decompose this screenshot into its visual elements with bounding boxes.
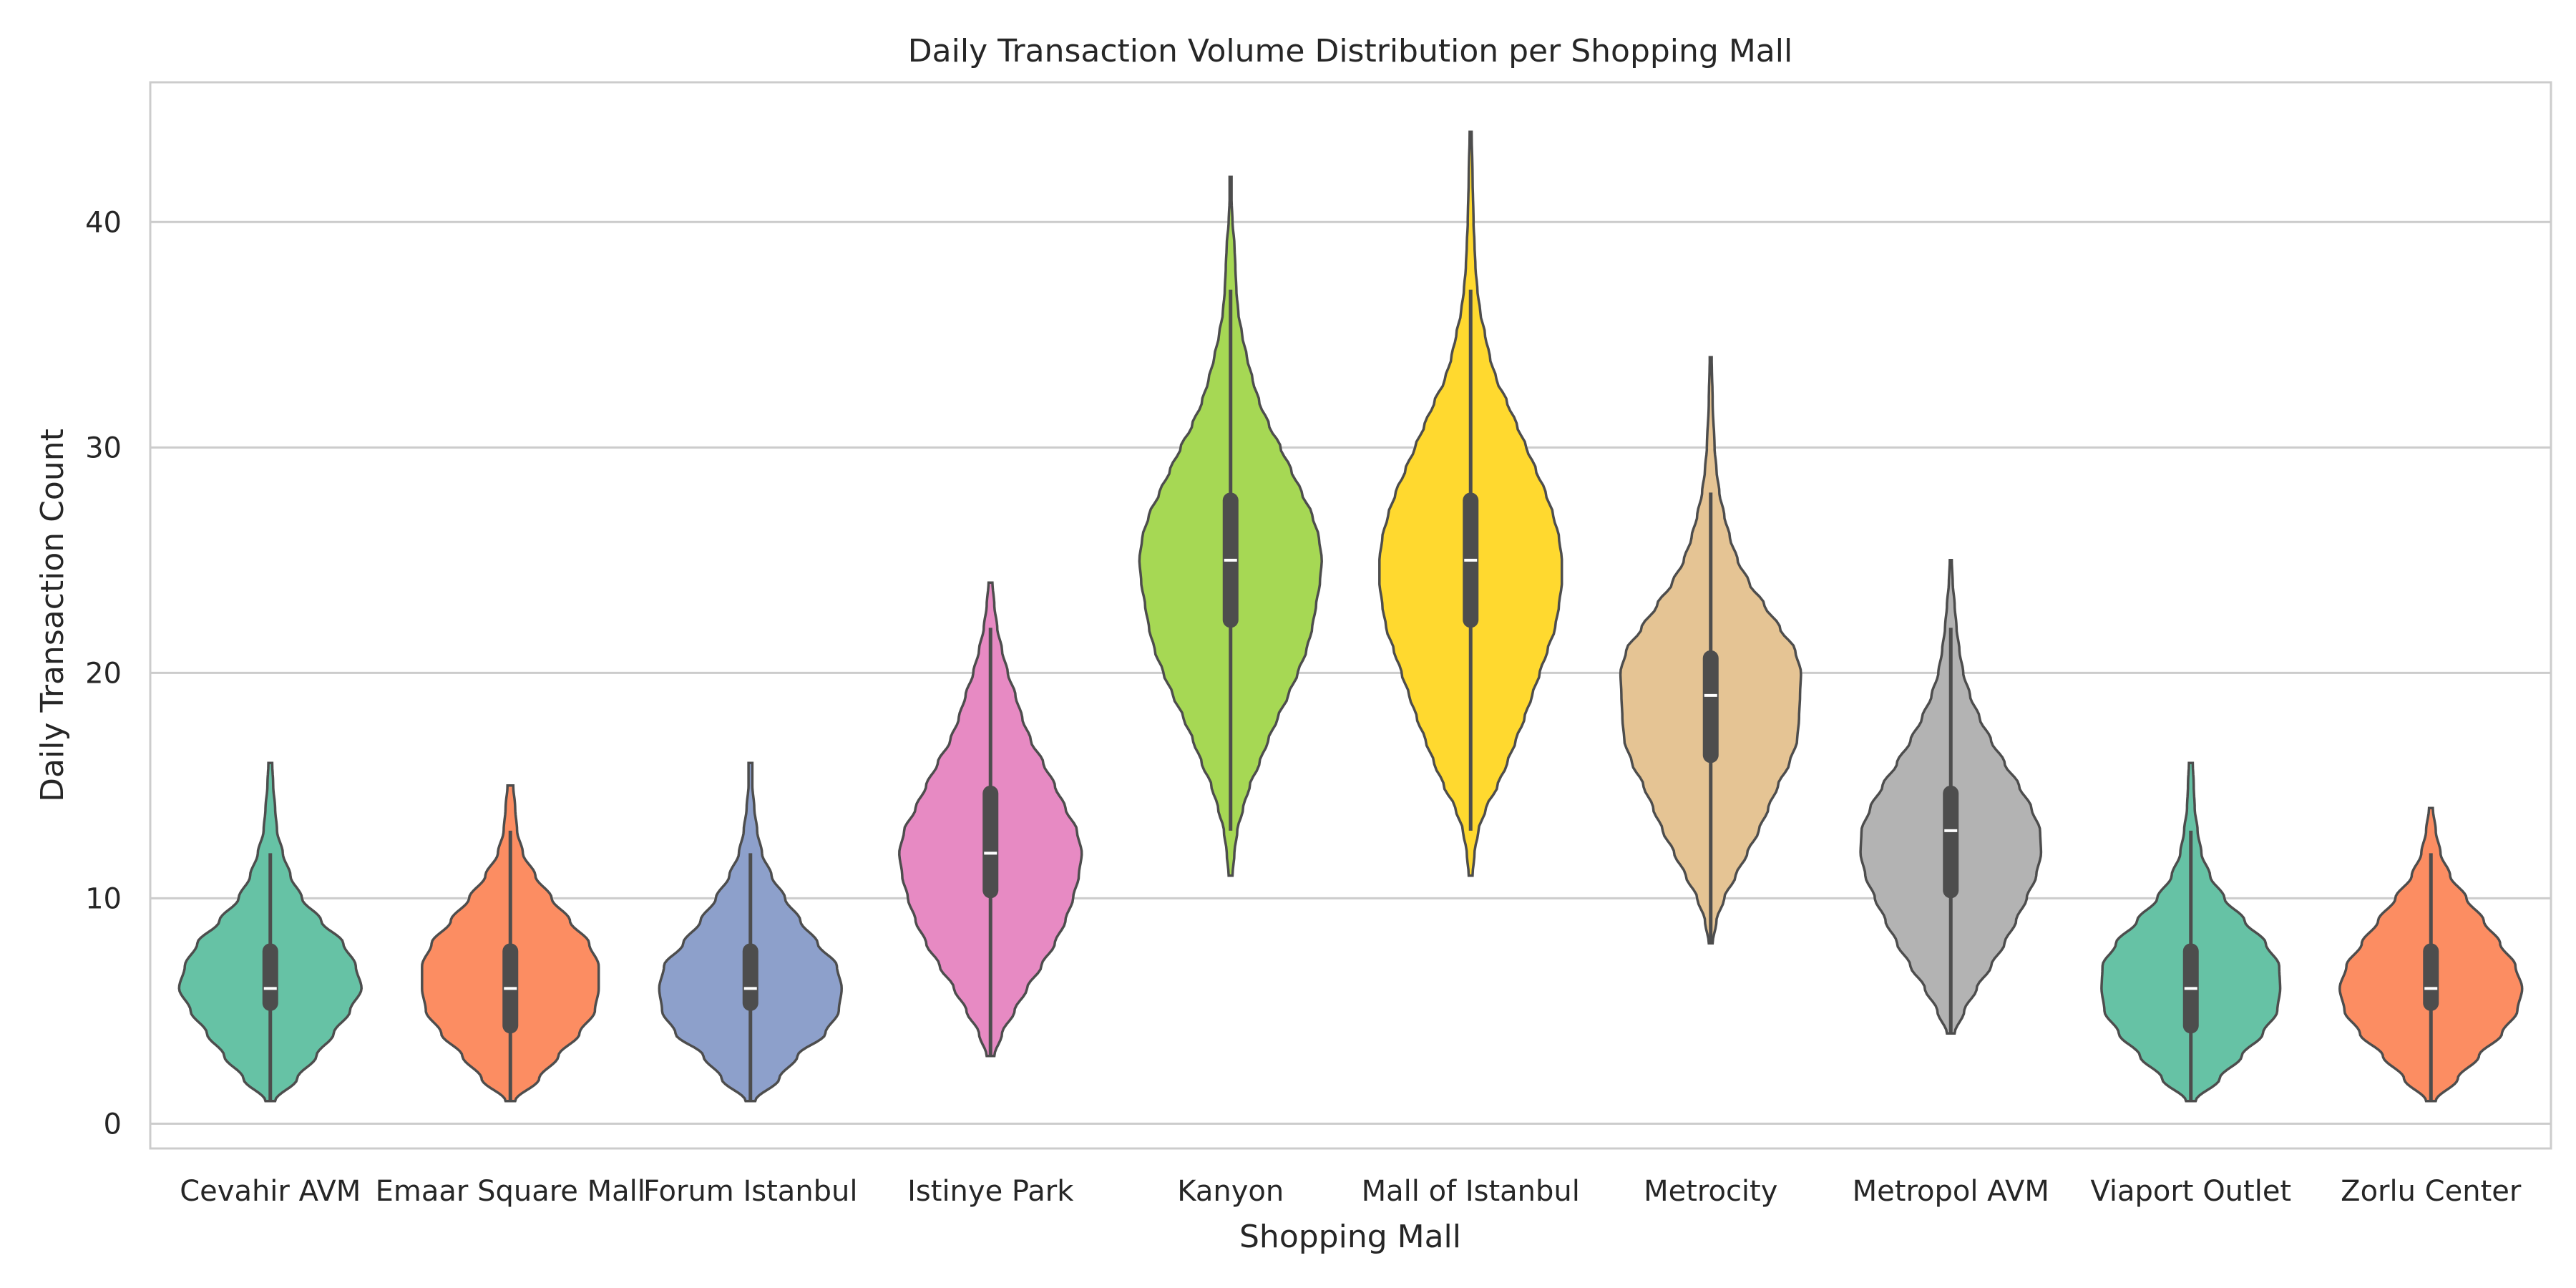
violin-group bbox=[1619, 356, 1802, 945]
violin-iqr-box bbox=[262, 943, 278, 1011]
x-tick-label: Zorlu Center bbox=[2341, 1175, 2522, 1208]
x-tick-label: Forum Istanbul bbox=[643, 1175, 858, 1208]
violin-iqr-box bbox=[2423, 943, 2439, 1011]
y-tick-label: 10 bbox=[85, 882, 122, 915]
violin-group bbox=[1859, 559, 2043, 1035]
violin-group bbox=[421, 784, 600, 1103]
violin-group bbox=[1378, 130, 1563, 877]
y-tick-label: 30 bbox=[85, 431, 122, 464]
violin-iqr-box bbox=[742, 943, 758, 1011]
plot-frame bbox=[149, 81, 2552, 1150]
violins bbox=[177, 130, 2524, 1103]
x-tick-label: Mall of Istanbul bbox=[1362, 1175, 1580, 1208]
chart-title: Daily Transaction Volume Distribution pe… bbox=[908, 33, 1792, 69]
x-tick-label: Kanyon bbox=[1177, 1175, 1284, 1208]
x-tick-label: Istinye Park bbox=[907, 1175, 1074, 1208]
violin-group bbox=[177, 761, 363, 1103]
violin-group bbox=[2100, 761, 2282, 1103]
violin-iqr-box bbox=[1702, 650, 1719, 763]
y-tick-labels: 0 10 20 30 40 bbox=[85, 206, 122, 1141]
violin-group bbox=[658, 761, 843, 1103]
x-tick-label: Metrocity bbox=[1644, 1175, 1777, 1208]
y-axis-label: Daily Transaction Count bbox=[34, 429, 71, 802]
y-tick-label: 20 bbox=[85, 657, 122, 690]
x-tick-label: Emaar Square Mall bbox=[376, 1175, 645, 1208]
violin-iqr-box bbox=[982, 785, 999, 899]
violin-group bbox=[1138, 175, 1323, 877]
violin-iqr-box bbox=[1943, 785, 1959, 899]
x-tick-label: Metropol AVM bbox=[1853, 1175, 2049, 1208]
x-tick-label: Viaport Outlet bbox=[2090, 1175, 2291, 1208]
violin-group bbox=[898, 581, 1083, 1058]
y-tick-label: 40 bbox=[85, 206, 122, 239]
y-tick-label: 0 bbox=[104, 1108, 122, 1141]
x-tick-label: Cevahir AVM bbox=[180, 1175, 361, 1208]
violin-group bbox=[2338, 806, 2524, 1103]
x-axis-label: Shopping Mall bbox=[1239, 1219, 1461, 1255]
